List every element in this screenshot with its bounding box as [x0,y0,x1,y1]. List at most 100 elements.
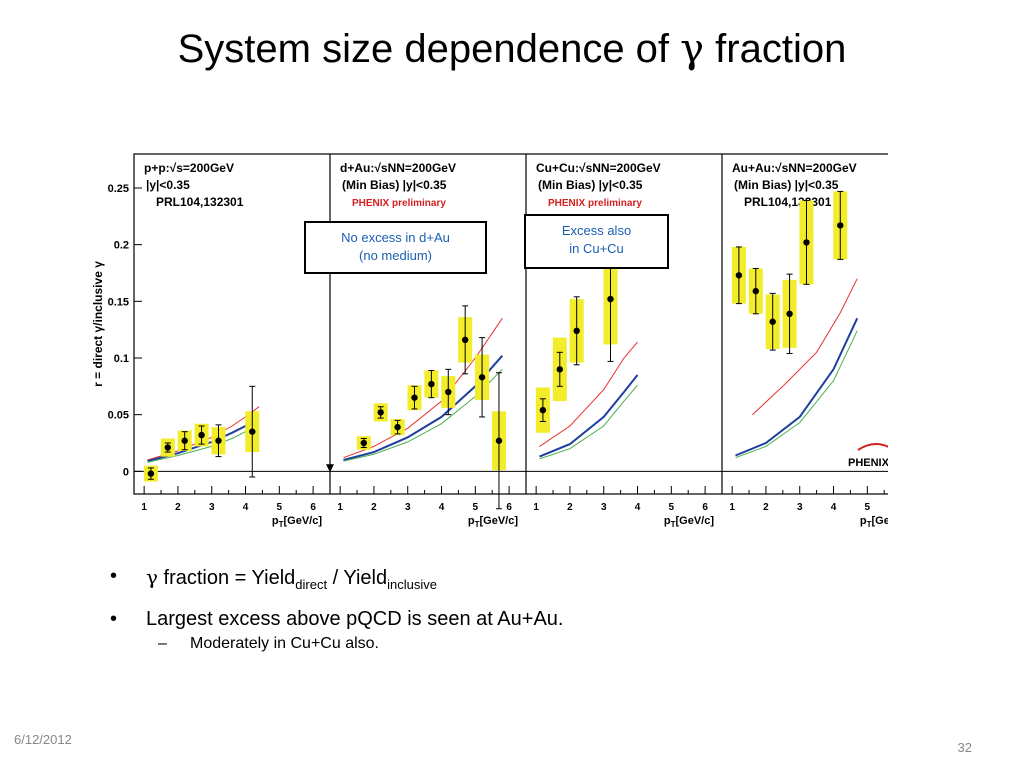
callout-no-excess: No excess in d+Au (no medium) [304,221,487,274]
data-point [607,295,614,303]
callout-excess-also-line2: in Cu+Cu [569,241,624,256]
callout-excess-also: Excess also in Cu+Cu [524,214,669,269]
panel-label-line: Cu+Cu:√sNN=200GeV [536,161,661,175]
data-point [181,437,188,444]
bullet-largest-excess: • Largest excess above pQCD is seen at A… [110,608,910,631]
theory-curve-green [539,384,638,460]
x-tick-label: 4 [635,502,641,513]
panel-label-line: (Min Bias) |y|<0.35 [734,178,839,192]
data-point [478,374,486,381]
x-tick-label: 5 [277,502,283,513]
data-point [394,423,401,431]
x-tick-label: 3 [797,502,803,513]
theory-curve-red [752,278,858,416]
x-tick-label: 3 [601,502,607,513]
panel-cu-cu: 1 2 3 4 5 6 pT[GeV/c] Cu+Cu:√sNN=200GeV (Min Bia… [533,161,714,529]
x-tick-label: 2 [175,502,181,513]
title-prefix: System size dependence of [177,27,681,71]
sub-bullet-cucu: – Moderately in Cu+Cu also. [110,635,910,653]
bullet1-text: fraction = Yield [157,567,296,589]
x-axis-title: pT[GeV/c] [860,515,888,529]
panel-label-line: Au+Au:√sNN=200GeV [732,161,857,175]
theory-curve-green [735,330,858,459]
data-point [769,318,776,325]
data-point [164,444,171,451]
y-tick-label: 0.05 [108,410,129,422]
panel-d-au: 1 2 3 4 5 6 pT[GeV/c] d+Au:√sNN=200GeV (Min Bias… [326,161,518,529]
data-point [377,409,384,416]
gamma-symbol: γ [146,565,158,589]
y-tick-label: 0.1 [114,353,129,365]
x-tick-label: 6 [506,502,512,513]
y-axis-title: r = direct γ/inclusive γ [91,261,105,387]
slide-title: System size dependence of γ fraction [0,26,1024,72]
x-axis-title: pT[GeV/c] [272,515,322,529]
x-tick-label: 5 [669,502,675,513]
sub-bullet-text: Moderately in Cu+Cu also. [190,635,379,652]
bullet-list: • γ fraction = Yielddirect / Yieldinclus… [110,565,910,653]
bullet1-sub-inclusive: inclusive [387,577,437,592]
panel-label-line: d+Au:√sNN=200GeV [340,161,456,175]
data-point [445,388,452,396]
title-gamma-symbol: γ [680,26,705,72]
x-axis-title: pT[GeV/c] [664,515,714,529]
x-tick-label: 6 [310,502,316,513]
panel-label-line: PHENIX preliminary [548,198,642,209]
y-tick-label: 0.25 [108,183,129,195]
data-point [360,439,367,447]
callout-excess-also-line1: Excess also [561,223,632,238]
x-tick-label: 1 [141,502,147,513]
sub-bullet-dash: – [158,635,167,652]
panel-label-line: PRL104,132301 [744,195,832,209]
x-tick-label: 6 [702,502,708,513]
gamma-fraction-figure: 0 0.05 0.1 0.15 0.2 0.25 r = direct γ/inclusiv… [91,153,888,529]
x-tick-label: 3 [405,502,411,513]
y-tick-label: 0.2 [114,240,129,252]
data-point [495,437,503,444]
data-point [837,222,844,229]
data-point [198,431,205,439]
panel-label-line: p+p:√s=200GeV [144,161,234,175]
title-suffix: fraction [704,27,847,71]
y-tick-label: 0.15 [108,296,129,308]
theory-curve-blue [735,317,859,457]
data-point [147,470,155,477]
bullet-gamma-fraction: • γ fraction = Yielddirect / Yieldinclus… [110,565,910,592]
x-tick-label: 1 [729,502,735,513]
x-tick-label: 4 [243,502,249,513]
x-tick-label: 5 [473,502,479,513]
bullet2-text: Largest excess above pQCD is seen at Au+… [146,608,564,630]
panel-label-line: |y|<0.35 [146,178,190,192]
data-point [735,272,743,279]
bullet-dot: • [110,565,118,587]
panel-label-line: (Min Bias) |y|<0.35 [538,178,643,192]
panel-label-line: (Min Bias) |y|<0.35 [342,178,447,192]
data-point [803,239,810,246]
theory-curve-blue [539,374,639,458]
data-point [573,327,580,334]
panel-label-line: PRL104,132301 [156,195,244,209]
data-point [752,287,759,295]
data-point [461,336,469,344]
phenix-logo-arc [857,443,888,451]
x-tick-label: 5 [865,502,871,513]
bullet1-mid: / Yield [327,567,388,589]
x-tick-label: 1 [533,502,539,513]
footer-page-number: 32 [957,740,972,755]
upper-limit-arrow [326,464,334,473]
callout-no-excess-line2: (no medium) [359,248,432,263]
data-point [411,394,418,401]
bullet1-sub-direct: direct [295,577,328,592]
bullet-dot: • [110,608,118,630]
data-point [539,406,547,414]
data-point [215,437,222,444]
callout-no-excess-line1: No excess in d+Au [341,230,450,245]
x-tick-label: 4 [831,502,837,513]
x-tick-label: 2 [763,502,769,513]
data-point [556,366,563,373]
footer-date: 6/12/2012 [14,732,72,747]
phenix-logo-text: PHENIX [848,457,888,469]
data-point [249,428,256,435]
x-axis-title: pT[GeV/c] [468,515,518,529]
